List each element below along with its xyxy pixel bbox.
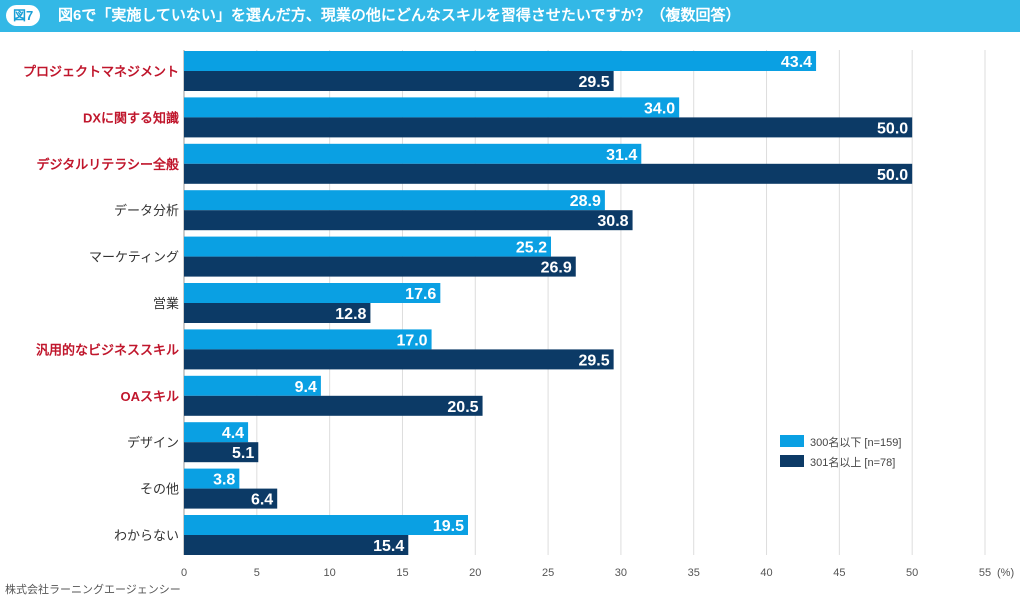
bar-value-label: 4.4 [222,425,244,442]
bar-value-label: 9.4 [295,379,317,396]
bar-value-label: 17.0 [396,332,427,349]
bar-large [184,163,913,184]
figure-badge: 図7 [6,5,41,26]
bar-large [184,256,576,277]
bar-small [184,143,642,164]
category-label: その他 [140,482,179,497]
bar-value-label: 28.9 [570,193,601,210]
bar-value-label: 43.4 [781,54,812,71]
x-tick-label: 10 [324,567,336,579]
bar-small [184,283,441,303]
x-tick-label: 15 [396,567,408,579]
bar-small [184,375,321,396]
bar-value-label: 20.5 [447,399,478,416]
legend-swatch [780,435,804,447]
bar-small [184,422,249,443]
bar-small [184,97,680,118]
bar-small [184,51,817,71]
bar-large [184,117,913,138]
category-label: OAスキル [120,389,179,404]
bar-value-label: 19.5 [433,518,464,535]
bar-small [184,468,240,489]
bar-value-label: 26.9 [541,260,572,277]
x-tick-label: 35 [688,567,700,579]
bar-large [184,442,259,463]
bar-large [184,303,371,323]
x-tick-label: 30 [615,567,627,579]
bar-large [184,395,483,416]
x-tick-label: 40 [760,567,772,579]
x-tick-label: 50 [906,567,918,579]
bar-value-label: 3.8 [213,472,235,489]
bar-large [184,210,633,231]
bar-value-label: 15.4 [373,538,404,555]
category-label: デジタルリテラシー全般 [37,157,179,172]
x-tick-label: 5 [254,567,260,579]
bar-small [184,190,605,211]
x-tick-label: 25 [542,567,554,579]
category-label: マーケティング [89,250,179,265]
bar-value-label: 25.2 [516,240,547,257]
bar-value-label: 34.0 [644,100,675,117]
bar-large [184,349,614,370]
bar-value-label: 29.5 [578,352,609,369]
bar-value-label: 29.5 [578,74,609,91]
category-label: DXに関する知識 [83,110,179,125]
bar-chart: 0 5 10 15 20 25 30 35 40 45 50 55 (%) 43.4 29.5 プロジェクトマ… [23,50,1014,579]
category-label: データ分析 [114,203,179,218]
x-tick-label: 55 [979,567,991,579]
category-label: 汎用的なビジネススキル [36,342,179,357]
bar-small [184,515,468,535]
bar-value-label: 6.4 [251,492,273,509]
x-tick-label: 20 [469,567,481,579]
legend-label: 301名以上 [n=78] [810,455,895,469]
bar-value-label: 50.0 [877,167,908,184]
legend-swatch [780,455,804,467]
bar-value-label: 5.1 [232,445,254,462]
x-axis-unit: (%) [997,567,1014,579]
category-label: 営業 [153,296,179,311]
bar-large [184,71,614,91]
x-tick-label: 0 [181,567,187,579]
bar-value-label: 50.0 [877,120,908,137]
header-bar: 図7 図6で「実施していない」を選んだ方、現業の他にどんなスキルを習得させたいで… [0,0,1020,32]
bar-small [184,329,432,350]
x-tick-label: 45 [833,567,845,579]
bar-large [184,488,278,509]
chart-title: 図6で「実施していない」を選んだ方、現業の他にどんなスキルを習得させたいですか？… [58,7,741,24]
bar-value-label: 17.6 [405,286,436,303]
bar-value-label: 31.4 [606,147,637,164]
bar-value-label: 12.8 [335,306,366,323]
bar-value-label: 30.8 [597,213,628,230]
legend-label: 300名以下 [n=159] [810,435,901,449]
category-label: デザイン [127,435,179,450]
bar-small [184,236,552,257]
category-label: プロジェクトマネジメント [23,64,179,79]
category-label: わからない [114,528,179,543]
bar-large [184,535,409,555]
source-credit: 株式会社ラーニングエージェンシー [5,584,181,596]
